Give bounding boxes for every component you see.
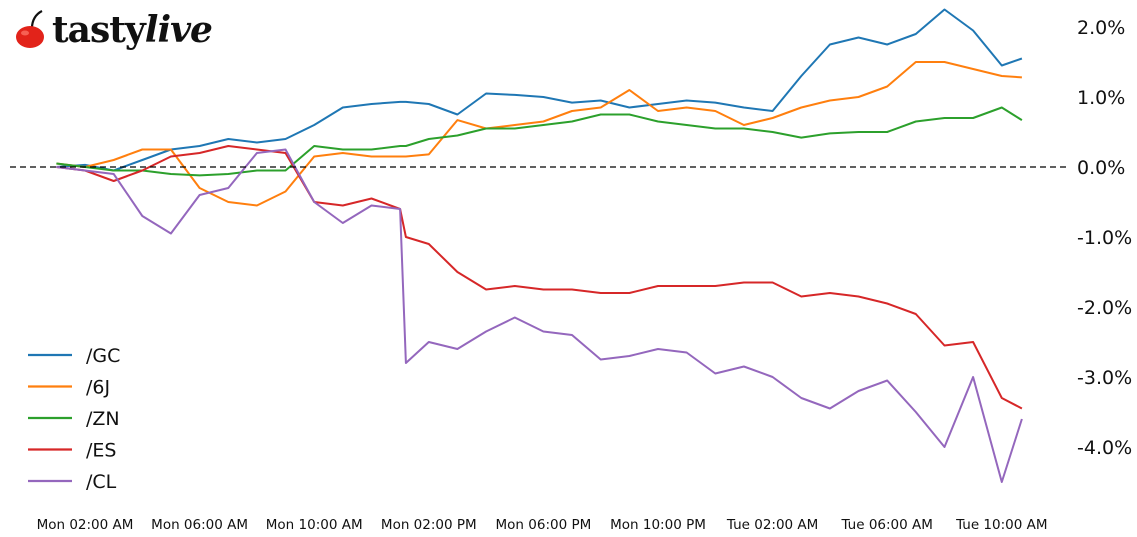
x-tick-label: Mon 02:00 AM (37, 517, 134, 533)
y-tick-label: 1.0% (1077, 87, 1125, 109)
y-tick-label: -4.0% (1077, 437, 1132, 459)
y-tick-label: -2.0% (1077, 297, 1132, 319)
y-tick-label: 2.0% (1077, 17, 1125, 39)
legend-item: /CL (28, 471, 117, 493)
legend-item: /ZN (28, 408, 120, 430)
legend-item: /ES (28, 440, 116, 462)
y-tick-label: 0.0% (1077, 157, 1125, 179)
logo-wordmark: tastylive (52, 9, 213, 51)
x-tick-label: Mon 10:00 PM (610, 517, 706, 533)
series-lines (56, 8, 1023, 483)
legend-label: /GC (86, 345, 120, 367)
legend-label: /ES (86, 440, 116, 462)
x-tick-label: Mon 10:00 AM (266, 517, 363, 533)
legend-item: /GC (28, 345, 120, 367)
tastylive-logo: tastylive (14, 6, 213, 54)
y-tick-label: -3.0% (1077, 367, 1132, 389)
series-line-zn (56, 106, 1023, 177)
legend-label: /6J (86, 377, 110, 399)
legend-item: /6J (28, 377, 110, 399)
legend: /GC/6J/ZN/ES/CL (28, 345, 120, 493)
series-line-es (56, 145, 1023, 410)
x-tick-label: Tue 06:00 AM (840, 517, 932, 533)
series-line-6j (56, 61, 1022, 207)
y-axis-labels: 2.0% 1.0% 0.0% -1.0% -2.0% -3.0% -4.0% (1077, 17, 1132, 459)
series-line-gc (56, 8, 1023, 172)
legend-label: /CL (86, 471, 117, 493)
cherry-icon (16, 10, 44, 48)
y-tick-label: -1.0% (1077, 227, 1132, 249)
x-tick-label: Tue 02:00 AM (726, 517, 818, 533)
series-line-cl (56, 148, 1023, 483)
x-tick-label: Mon 02:00 PM (381, 517, 477, 533)
x-tick-label: Mon 06:00 AM (151, 517, 248, 533)
x-tick-label: Mon 06:00 PM (496, 517, 592, 533)
x-tick-label: Tue 10:00 AM (955, 517, 1047, 533)
legend-label: /ZN (86, 408, 120, 430)
x-axis-labels: Mon 02:00 AM Mon 06:00 AM Mon 10:00 AM Mon … (37, 517, 1048, 533)
